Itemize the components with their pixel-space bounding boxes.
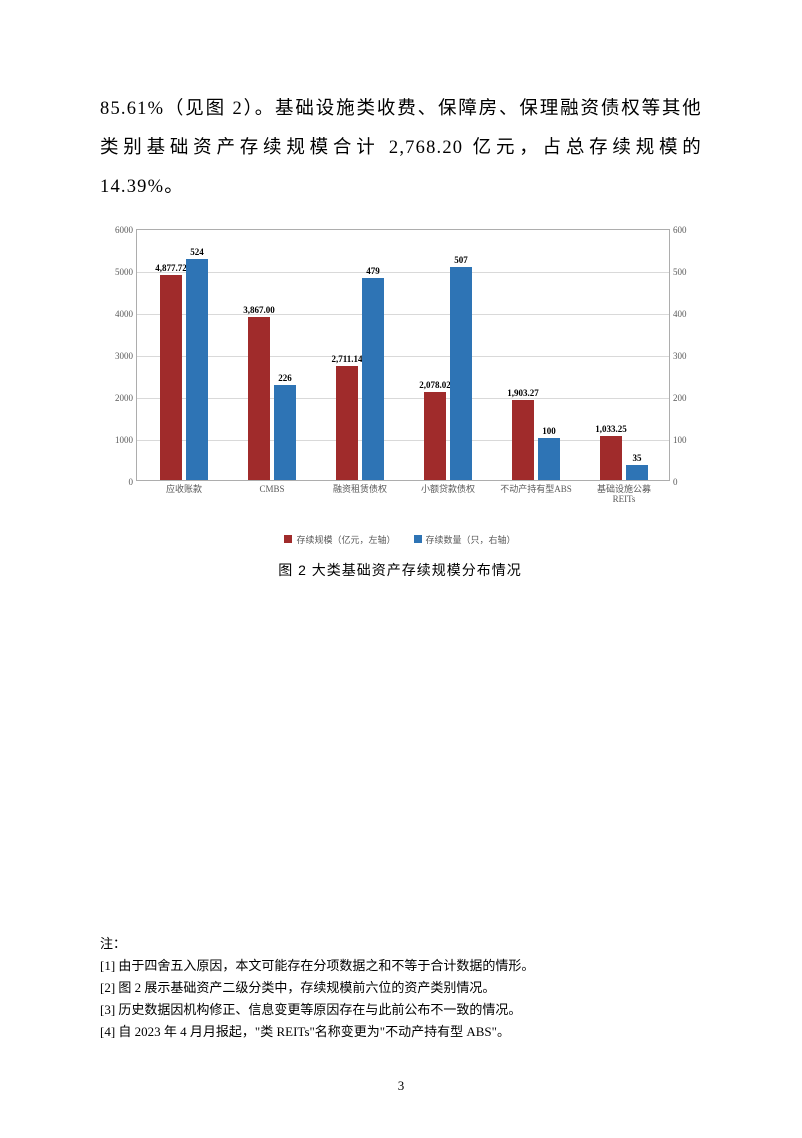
bar: 4,877.72 — [160, 275, 182, 480]
y-right-tick: 100 — [669, 435, 687, 445]
bar: 3,867.00 — [248, 317, 270, 479]
x-category-label: 融资租赁债权 — [322, 480, 398, 495]
bar: 226 — [274, 385, 296, 480]
legend-swatch — [414, 535, 422, 543]
bar-value-label: 2,711.14 — [331, 354, 362, 366]
bar: 507 — [450, 267, 472, 480]
bar-value-label: 524 — [190, 247, 204, 259]
bar: 1,033.25 — [600, 436, 622, 479]
y-right-tick: 200 — [669, 393, 687, 403]
bar-value-label: 507 — [454, 255, 468, 267]
note-item: [2] 图 2 展示基础资产二级分类中，存续规模前六位的资产类别情况。 — [100, 977, 702, 999]
legend-label: 存续规模（亿元，左轴） — [296, 533, 395, 546]
x-category-label: 小额贷款债权 — [410, 480, 486, 495]
y-left-tick: 6000 — [115, 225, 137, 235]
y-left-tick: 2000 — [115, 393, 137, 403]
y-left-tick: 1000 — [115, 435, 137, 445]
bar-value-label: 1,033.25 — [595, 424, 627, 436]
y-left-tick: 3000 — [115, 351, 137, 361]
plot-frame: 0010001002000200300030040004005000500600… — [136, 229, 670, 481]
bar-value-label: 3,867.00 — [243, 305, 275, 317]
bar: 1,903.27 — [512, 400, 534, 480]
bar: 2,078.02 — [424, 392, 446, 479]
note-item: [1] 由于四舍五入原因，本文可能存在分项数据之和不等于合计数据的情形。 — [100, 955, 702, 977]
legend-item: 存续数量（只，右轴） — [414, 533, 516, 546]
legend-item: 存续规模（亿元，左轴） — [284, 533, 395, 546]
y-left-tick: 5000 — [115, 267, 137, 277]
bar-value-label: 35 — [633, 453, 642, 465]
y-right-tick: 500 — [669, 267, 687, 277]
y-right-tick: 300 — [669, 351, 687, 361]
chart-legend: 存续规模（亿元，左轴） 存续数量（只，右轴） — [100, 533, 700, 546]
bar-value-label: 100 — [542, 426, 556, 438]
bar-value-label: 479 — [366, 266, 380, 278]
y-left-tick: 0 — [129, 477, 138, 487]
bar: 479 — [362, 278, 384, 479]
y-right-tick: 600 — [669, 225, 687, 235]
x-category-label: 应收账款 — [146, 480, 222, 495]
page-number: 3 — [0, 1078, 802, 1094]
x-category-label: 不动产持有型ABS — [498, 480, 574, 495]
footnotes: 注： [1] 由于四舍五入原因，本文可能存在分项数据之和不等于合计数据的情形。 … — [100, 933, 702, 1043]
legend-label: 存续数量（只，右轴） — [426, 533, 516, 546]
bars-layer: 4,877.725243,867.002262,711.144792,078.0… — [137, 230, 669, 480]
bar: 35 — [626, 465, 648, 480]
bar-value-label: 4,877.72 — [155, 263, 187, 275]
chart-area: 0 0 1000 100 2000 200 3000 300 4000 400 5000 500 600… — [100, 225, 700, 505]
chart-figure: 0 0 1000 100 2000 200 3000 300 4000 400 5000 500 600… — [100, 225, 700, 580]
chart-caption: 图 2 大类基础资产存续规模分布情况 — [100, 560, 700, 580]
notes-header: 注： — [100, 933, 702, 955]
body-paragraph: 85.61%（见图 2）。基础设施类收费、保障房、保理融资债权等其他类别基础资产… — [100, 90, 702, 207]
y-right-tick: 400 — [669, 309, 687, 319]
x-category-label: 基础设施公募REITs — [586, 480, 662, 506]
y-left-tick: 4000 — [115, 309, 137, 319]
note-item: [3] 历史数据因机构修正、信息变更等原因存在与此前公布不一致的情况。 — [100, 999, 702, 1021]
bar: 2,711.14 — [336, 366, 358, 480]
legend-swatch — [284, 535, 292, 543]
bar-value-label: 226 — [278, 373, 292, 385]
bar-value-label: 1,903.27 — [507, 388, 539, 400]
note-item: [4] 自 2023 年 4 月月报起，"类 REITs"名称变更为"不动产持有… — [100, 1021, 702, 1043]
bar: 100 — [538, 438, 560, 480]
bar: 524 — [186, 259, 208, 479]
y-right-tick: 0 — [669, 477, 678, 487]
bar-value-label: 2,078.02 — [419, 380, 451, 392]
x-category-label: CMBS — [234, 480, 310, 495]
